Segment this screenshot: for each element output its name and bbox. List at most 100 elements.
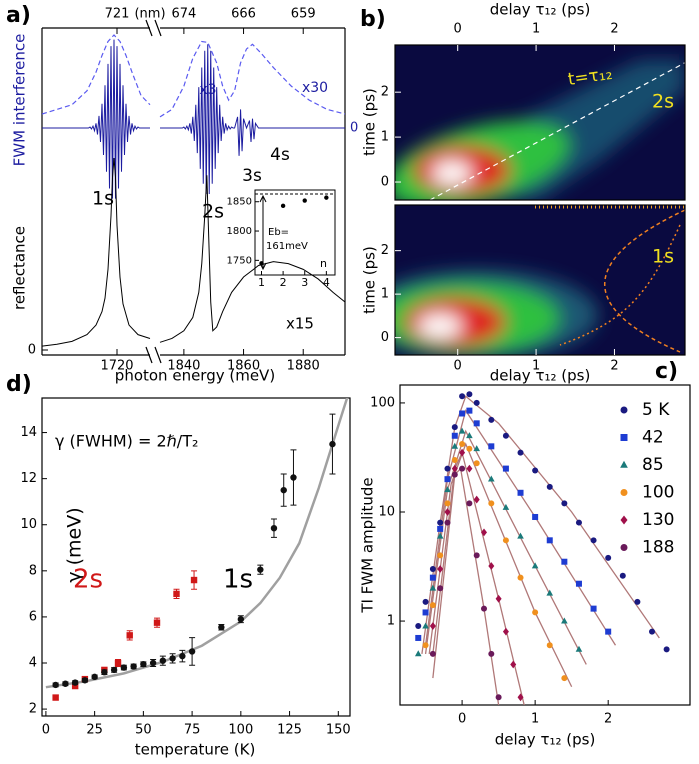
x2-axis-title: delay τ₁₂ (ps) (490, 1, 591, 19)
legend-marker (620, 460, 628, 468)
marker (422, 642, 429, 649)
y-axis-title: TI FWM amplitude (359, 477, 377, 613)
marker (502, 432, 509, 439)
inset-y-tick-label: 1850 (227, 197, 252, 208)
marker (120, 664, 128, 671)
marker (473, 399, 480, 406)
marker (140, 660, 147, 668)
panel-label: d) (6, 372, 32, 397)
y-tick-label: 12 (20, 471, 37, 486)
marker (71, 682, 79, 690)
heatmap-image (395, 205, 685, 355)
marker (290, 474, 297, 481)
marker (444, 476, 451, 483)
marker (422, 598, 429, 605)
marker (429, 602, 436, 609)
x-tick-label: 25 (86, 723, 103, 738)
y-tick-label: 8 (29, 563, 37, 578)
marker (130, 663, 137, 670)
x2-tick-label: 721 (105, 7, 130, 22)
marker (159, 657, 167, 664)
marker (590, 537, 597, 544)
marker (101, 669, 108, 676)
inset-point (324, 195, 329, 200)
legend-label: 100 (642, 483, 674, 503)
marker (444, 519, 451, 526)
marker (114, 659, 122, 667)
panel-a-frame (41, 19, 346, 364)
x-tick-label: 1720 (100, 359, 133, 374)
marker (188, 648, 196, 655)
x-tick-label: 1 (532, 359, 540, 374)
marker (531, 562, 539, 569)
panel-label: c) (655, 359, 678, 384)
y-tick-label: 10 (378, 504, 395, 519)
marker (605, 628, 612, 635)
marker (495, 594, 502, 603)
y-tick-label: 2 (381, 85, 389, 100)
marker (429, 650, 436, 657)
y-tick-label: 1 (381, 130, 389, 145)
marker (517, 693, 524, 702)
inset-x-tick-label: 2 (280, 276, 287, 289)
marker (488, 500, 495, 507)
series-line (428, 442, 573, 688)
marker (451, 432, 458, 439)
marker (466, 464, 473, 473)
x-tick-label: 1 (531, 712, 539, 727)
x2-tick-label: 1 (532, 22, 540, 37)
marker (663, 646, 670, 653)
marker (473, 552, 480, 559)
marker (466, 445, 473, 452)
marker (532, 609, 539, 616)
legend-marker (620, 434, 628, 441)
marker (270, 524, 278, 532)
marker (444, 508, 451, 516)
series-line (424, 429, 587, 665)
inset-annotation: 161meV (266, 241, 308, 252)
marker (437, 552, 444, 559)
x-axis-title: delay τ₁₂ (ps) (490, 367, 591, 385)
series-label: 1s (223, 565, 253, 595)
x-tick-label: 0 (454, 359, 462, 374)
series-line (42, 157, 345, 347)
inset-point (280, 203, 286, 209)
marker (481, 528, 488, 537)
marker (502, 465, 509, 472)
x2-axis-title: (nm) (134, 7, 165, 22)
legend-marker (620, 515, 628, 525)
marker (429, 622, 436, 630)
x2-tick-label: 0 (454, 22, 462, 37)
marker (429, 574, 436, 581)
panel-b-frame (394, 44, 686, 201)
x-tick-label: 2 (604, 712, 612, 727)
marker (52, 681, 59, 689)
x-tick-label: 150 (326, 723, 351, 738)
marker (619, 572, 626, 579)
y-tick-label: 1 (387, 614, 395, 629)
marker (451, 424, 458, 431)
y-axis-title: γ (meV) (64, 507, 86, 582)
annotation: 2s (202, 201, 224, 223)
legend-label: 130 (642, 510, 674, 530)
y-tick-label: 10 (20, 517, 37, 532)
x-tick-label: 50 (135, 723, 152, 738)
marker (466, 500, 473, 507)
marker (546, 483, 553, 490)
marker (459, 441, 466, 448)
x-axis-title: temperature (K) (135, 741, 256, 759)
inset-annotation: Eb= (268, 227, 289, 238)
inset-x-tick-label: 1 (258, 276, 265, 289)
inset-point (259, 261, 264, 266)
x-tick-label: 125 (277, 723, 302, 738)
marker (422, 622, 429, 629)
marker (190, 576, 198, 584)
x2-tick-label: 2 (610, 22, 618, 37)
marker (502, 503, 510, 510)
marker (110, 666, 118, 674)
marker (517, 489, 524, 496)
marker (62, 680, 69, 687)
marker (437, 585, 444, 592)
marker (510, 660, 517, 669)
inset-point (302, 198, 307, 203)
